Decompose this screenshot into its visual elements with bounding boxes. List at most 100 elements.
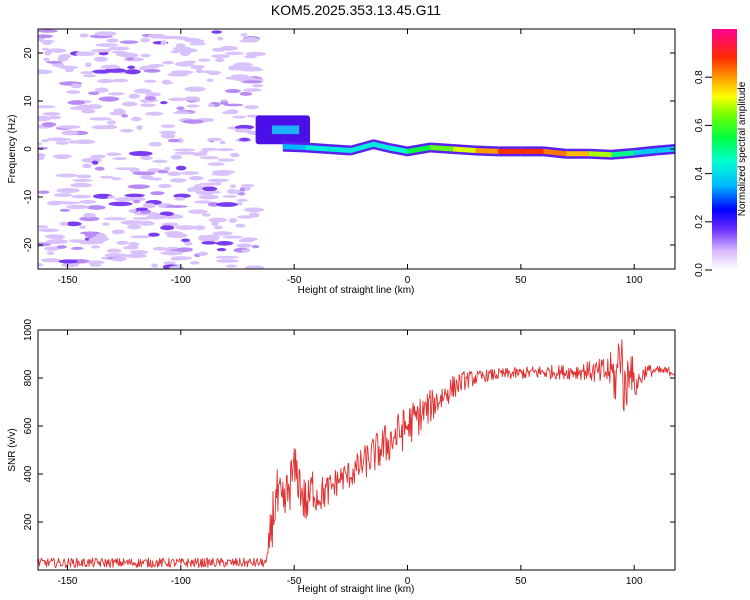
noise-speckle — [79, 33, 89, 38]
noise-speckle — [80, 71, 95, 75]
noise-speckle — [199, 156, 220, 160]
noise-speckle — [56, 245, 67, 249]
signal-band-core — [350, 141, 374, 153]
noise-speckle — [44, 50, 52, 56]
colorbar-label: Normalized spectral amplitude — [737, 81, 748, 216]
noise-speckle — [83, 212, 96, 218]
noise-speckle — [188, 175, 204, 181]
noise-speckle — [211, 54, 231, 59]
noise-speckle — [127, 65, 136, 70]
noise-speckle — [175, 48, 198, 53]
noise-speckle — [207, 103, 216, 108]
signal-band-core — [389, 145, 408, 154]
noise-speckle — [100, 64, 120, 70]
noise-speckle — [99, 175, 114, 179]
noise-speckle — [207, 162, 225, 166]
noise-speckle — [160, 40, 168, 46]
noise-speckle — [90, 245, 101, 249]
spectrogram-x-tick-label: 0 — [405, 275, 411, 286]
noise-speckle — [142, 202, 156, 209]
noise-speckle — [236, 215, 255, 219]
noise-speckle — [244, 105, 259, 110]
noise-speckle — [239, 91, 253, 96]
noise-speckle — [112, 78, 129, 83]
noise-speckle — [159, 35, 182, 39]
noise-speckle — [240, 32, 248, 37]
noise-speckle — [194, 225, 206, 231]
noise-speckle — [75, 51, 96, 57]
noise-speckle — [40, 258, 61, 263]
noise-speckle — [216, 247, 227, 252]
noise-speckle — [175, 43, 186, 48]
noise-speckle — [86, 104, 103, 110]
noise-speckle — [223, 103, 244, 107]
noise-speckle — [158, 130, 177, 135]
colorbar-tick-label: 0.0 — [694, 263, 705, 277]
snr-y-label: SNR (v/v) — [7, 428, 18, 471]
noise-speckle — [130, 116, 142, 122]
noise-speckle — [232, 115, 246, 119]
noise-speckle — [116, 240, 129, 245]
noise-speckle — [45, 60, 63, 64]
noise-speckle — [58, 65, 79, 70]
snr-y-tick-label: 1000 — [23, 318, 34, 341]
noise-speckle — [57, 201, 81, 205]
noise-speckle — [46, 251, 55, 256]
snr-x-tick-label: -150 — [57, 576, 77, 587]
noise-speckle — [184, 96, 200, 101]
noise-speckle — [129, 167, 141, 173]
noise-speckle — [226, 109, 239, 115]
noise-speckle — [132, 171, 156, 176]
noise-speckle — [239, 39, 259, 43]
noise-speckle — [120, 128, 134, 133]
noise-speckle — [245, 76, 255, 81]
noise-speckle — [220, 101, 229, 105]
spectrogram-y-label: Frequency (Hz) — [7, 115, 18, 184]
noise-speckle — [152, 246, 167, 251]
noise-speckle — [66, 204, 90, 210]
noise-speckle — [61, 262, 79, 268]
noise-speckle — [133, 88, 152, 94]
noise-speckle — [160, 250, 184, 256]
noise-speckle — [175, 165, 187, 171]
noise-speckle — [148, 232, 160, 237]
snr-y-tick-label: 600 — [23, 417, 34, 434]
noise-speckle — [240, 184, 255, 187]
noise-speckle — [166, 171, 182, 177]
noise-speckle — [85, 62, 92, 68]
noise-speckle — [208, 217, 227, 223]
noise-speckle — [110, 177, 122, 181]
noise-speckle — [198, 58, 211, 62]
noise-speckle — [59, 221, 68, 226]
noise-speckle — [127, 224, 142, 230]
noise-speckle — [104, 253, 128, 258]
noise-speckle — [244, 55, 257, 59]
noise-speckle — [41, 139, 50, 143]
noise-speckle — [135, 207, 149, 211]
noise-speckle — [164, 231, 184, 235]
noise-speckle — [163, 261, 176, 265]
noise-speckle — [127, 196, 146, 202]
noise-speckle — [215, 240, 234, 246]
noise-speckle — [170, 256, 181, 261]
noise-speckle — [201, 213, 211, 217]
snr-x-tick-label: 50 — [515, 576, 527, 587]
noise-speckle — [124, 253, 148, 259]
noise-speckle — [128, 241, 140, 247]
noise-speckle — [219, 45, 238, 51]
noise-speckle — [201, 147, 219, 151]
noise-speckle — [213, 225, 223, 230]
noise-speckle — [203, 190, 216, 194]
noise-speckle — [140, 37, 151, 43]
noise-speckle — [70, 83, 82, 89]
noise-speckle — [194, 200, 212, 204]
spectrogram-signal — [255, 115, 675, 160]
noise-speckle — [186, 104, 200, 108]
spectrogram-y-tick-label: -20 — [23, 237, 34, 252]
noise-speckle — [55, 141, 69, 145]
noise-speckle — [241, 249, 251, 253]
noise-speckle — [235, 124, 255, 130]
noise-speckle — [40, 39, 55, 43]
snr-x-tick-label: 0 — [405, 576, 411, 587]
